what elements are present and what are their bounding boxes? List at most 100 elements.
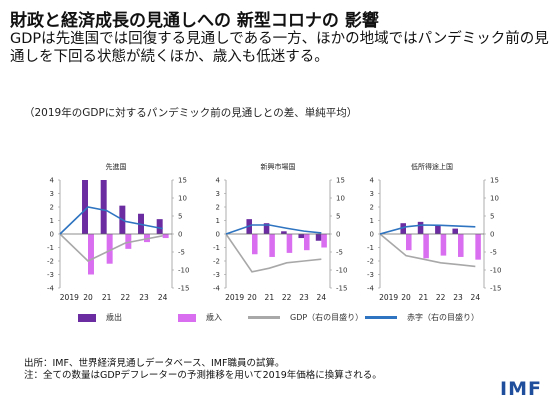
panel-3-left-tick-label: -4 (367, 285, 375, 293)
panel-2-gdp-line (225, 233, 322, 273)
legend-label-expenditure: 歳出 (106, 313, 122, 322)
panel-3-left-tick-label: 1 (370, 217, 374, 225)
legend-label-deficit: 赤字（右の目盛り） (407, 313, 479, 322)
panel-3-right-tick-label: 5 (490, 213, 494, 221)
panel-1-left-tick-label: -3 (47, 271, 54, 279)
panel-2-left-tick-label: 1 (216, 217, 220, 225)
panel-1-left-tick-label: -1 (47, 244, 54, 252)
panel-1-left-tick-label: -2 (47, 258, 54, 266)
panel-2-category-label: 24 (317, 293, 327, 302)
source-notes: 出所：IMF、世界経済見通しデータベース、IMF職員の試算。 注：全ての数量はG… (24, 358, 382, 382)
panel-3-revenue-bar (475, 234, 481, 260)
legend-swatch-revenue (178, 313, 196, 322)
panel-2-left-tick-label: 3 (216, 190, 220, 198)
panel-2-right-tick-label: 10 (336, 195, 345, 203)
panel-1-right-tick-label: -10 (178, 267, 189, 275)
panel-3-left-tick-label: 2 (370, 204, 374, 212)
panel-1-deficit-line (59, 206, 163, 235)
panel-2-left-tick-label: -3 (213, 271, 220, 279)
panel-2-revenue-bar (304, 234, 310, 251)
panel-1-right-tick-label: 0 (178, 231, 182, 239)
panel-1-left-tick-label: -4 (47, 285, 55, 293)
panel-2-category-label: 23 (299, 293, 309, 302)
panel-3-title: 低所得途上国 (411, 162, 453, 171)
panel-3-right-tick-label: 15 (490, 177, 499, 185)
panel-3-left-tick-label: 3 (370, 190, 374, 198)
panel-1-left-tick-label: 4 (50, 177, 55, 185)
panel-2-right-tick-label: 0 (336, 231, 340, 239)
panel-2-revenue-bar (269, 234, 275, 257)
panel-3-right-tick-label: -5 (490, 249, 497, 257)
footnote-line: 注：全ての数量はGDPデフレーターの予測推移を用いて2019年価格に換算される。 (24, 370, 382, 381)
panel-2-left-tick-label: -1 (213, 244, 220, 252)
panel-3-revenue-bar (458, 234, 464, 257)
panel-1-revenue-bar (125, 234, 132, 249)
panel-3-right-tick-label: -15 (490, 285, 501, 293)
chart-note: （2019年のGDPに対するパンデミック前の見通しとの差、単純平均） (24, 107, 358, 119)
legend-label-revenue: 歳入 (206, 313, 222, 322)
panel-1-right-tick-label: 15 (178, 177, 187, 185)
panel-2-left-tick-label: -4 (213, 285, 221, 293)
legend-item-deficit: 赤字（右の目盛り） (365, 312, 479, 323)
panel-1-right-tick-label: -15 (178, 285, 189, 293)
panel-3-left-tick-label: 0 (370, 231, 374, 239)
panel-1-left-tick-label: 3 (50, 190, 54, 198)
panel-1-right-tick-label: 10 (178, 195, 187, 203)
panel-3-expenditure-bar (400, 223, 406, 234)
panel-3-revenue-bar (423, 234, 429, 259)
panel-3-expenditure-bar (452, 228, 458, 234)
legend-swatch-deficit (365, 316, 397, 319)
panel-3-left-tick-label: 4 (370, 177, 375, 185)
panel-1-right-tick-label: 5 (178, 213, 182, 221)
legend-item-gdp: GDP（右の目盛り） (248, 312, 363, 323)
legend-swatch-gdp (248, 316, 280, 319)
panel-2-expenditure-bar (315, 234, 322, 241)
panel-3-expenditure-bar (435, 225, 441, 234)
panel-3-revenue-bar (440, 234, 447, 256)
panel-2-category-label: 22 (282, 293, 292, 302)
legend-label-gdp: GDP（右の目盛り） (290, 313, 364, 322)
panel-3-revenue-bar (406, 234, 412, 251)
panel-3-deficit-line (379, 224, 476, 235)
panel-2-left-tick-label: 0 (216, 231, 220, 239)
panel-3-expenditure-bar (417, 221, 424, 234)
panel-2-revenue-bar (321, 234, 327, 248)
panel-2-category-label: 2019 (225, 293, 244, 302)
legend-item-expenditure: 歳出 (78, 312, 122, 323)
panel-1-category-label: 23 (139, 293, 149, 302)
panel-1-left-tick-label: 2 (50, 204, 54, 212)
slide-title: 財政と経済成長の見通しへの 新型コロナの 影響 (10, 11, 379, 31)
panel-2-revenue-bar (286, 234, 293, 253)
imf-logo: IMF (500, 378, 542, 400)
panel-1-revenue-bar (162, 234, 169, 239)
panel-2-left-tick-label: 2 (216, 204, 220, 212)
panel-1-category-label: 22 (121, 293, 131, 302)
panel-3-category-label: 20 (401, 293, 411, 302)
panel-1-title: 先進国 (106, 162, 127, 171)
panel-3-category-label: 21 (419, 293, 429, 302)
panel-2-title: 新興市場国 (261, 162, 296, 171)
panel-2-category-label: 20 (247, 293, 257, 302)
panel-1-gdp-line (59, 233, 163, 262)
panel-3-category-label: 24 (471, 293, 481, 302)
panel-3-category-label: 2019 (379, 293, 398, 302)
chart-legend: 歳出 歳入 GDP（右の目盛り） 赤字（右の目盛り） (0, 312, 560, 332)
panel-1-expenditure-bar (100, 180, 107, 234)
panel-1-revenue-bar (106, 234, 113, 264)
panel-3-left-tick-label: -3 (367, 271, 374, 279)
panel-1-right-tick-label: -5 (178, 249, 185, 257)
panel-3-left-tick-label: -2 (367, 258, 374, 266)
panel-1-expenditure-bar (156, 219, 163, 234)
panel-2-revenue-bar (252, 234, 258, 255)
panel-2-right-tick-label: -5 (336, 249, 343, 257)
panel-3-right-tick-label: 0 (490, 231, 494, 239)
panel-2-category-label: 21 (265, 293, 275, 302)
source-line: 出所：IMF、世界経済見通しデータベース、IMF職員の試算。 (24, 358, 285, 369)
panel-3-category-label: 23 (453, 293, 463, 302)
panel-1-left-tick-label: 1 (50, 217, 54, 225)
panel-2-left-tick-label: 4 (216, 177, 221, 185)
panel-1-category-label: 21 (102, 293, 112, 302)
panel-3-right-tick-label: -10 (490, 267, 501, 275)
panel-1-revenue-bar (88, 234, 94, 275)
